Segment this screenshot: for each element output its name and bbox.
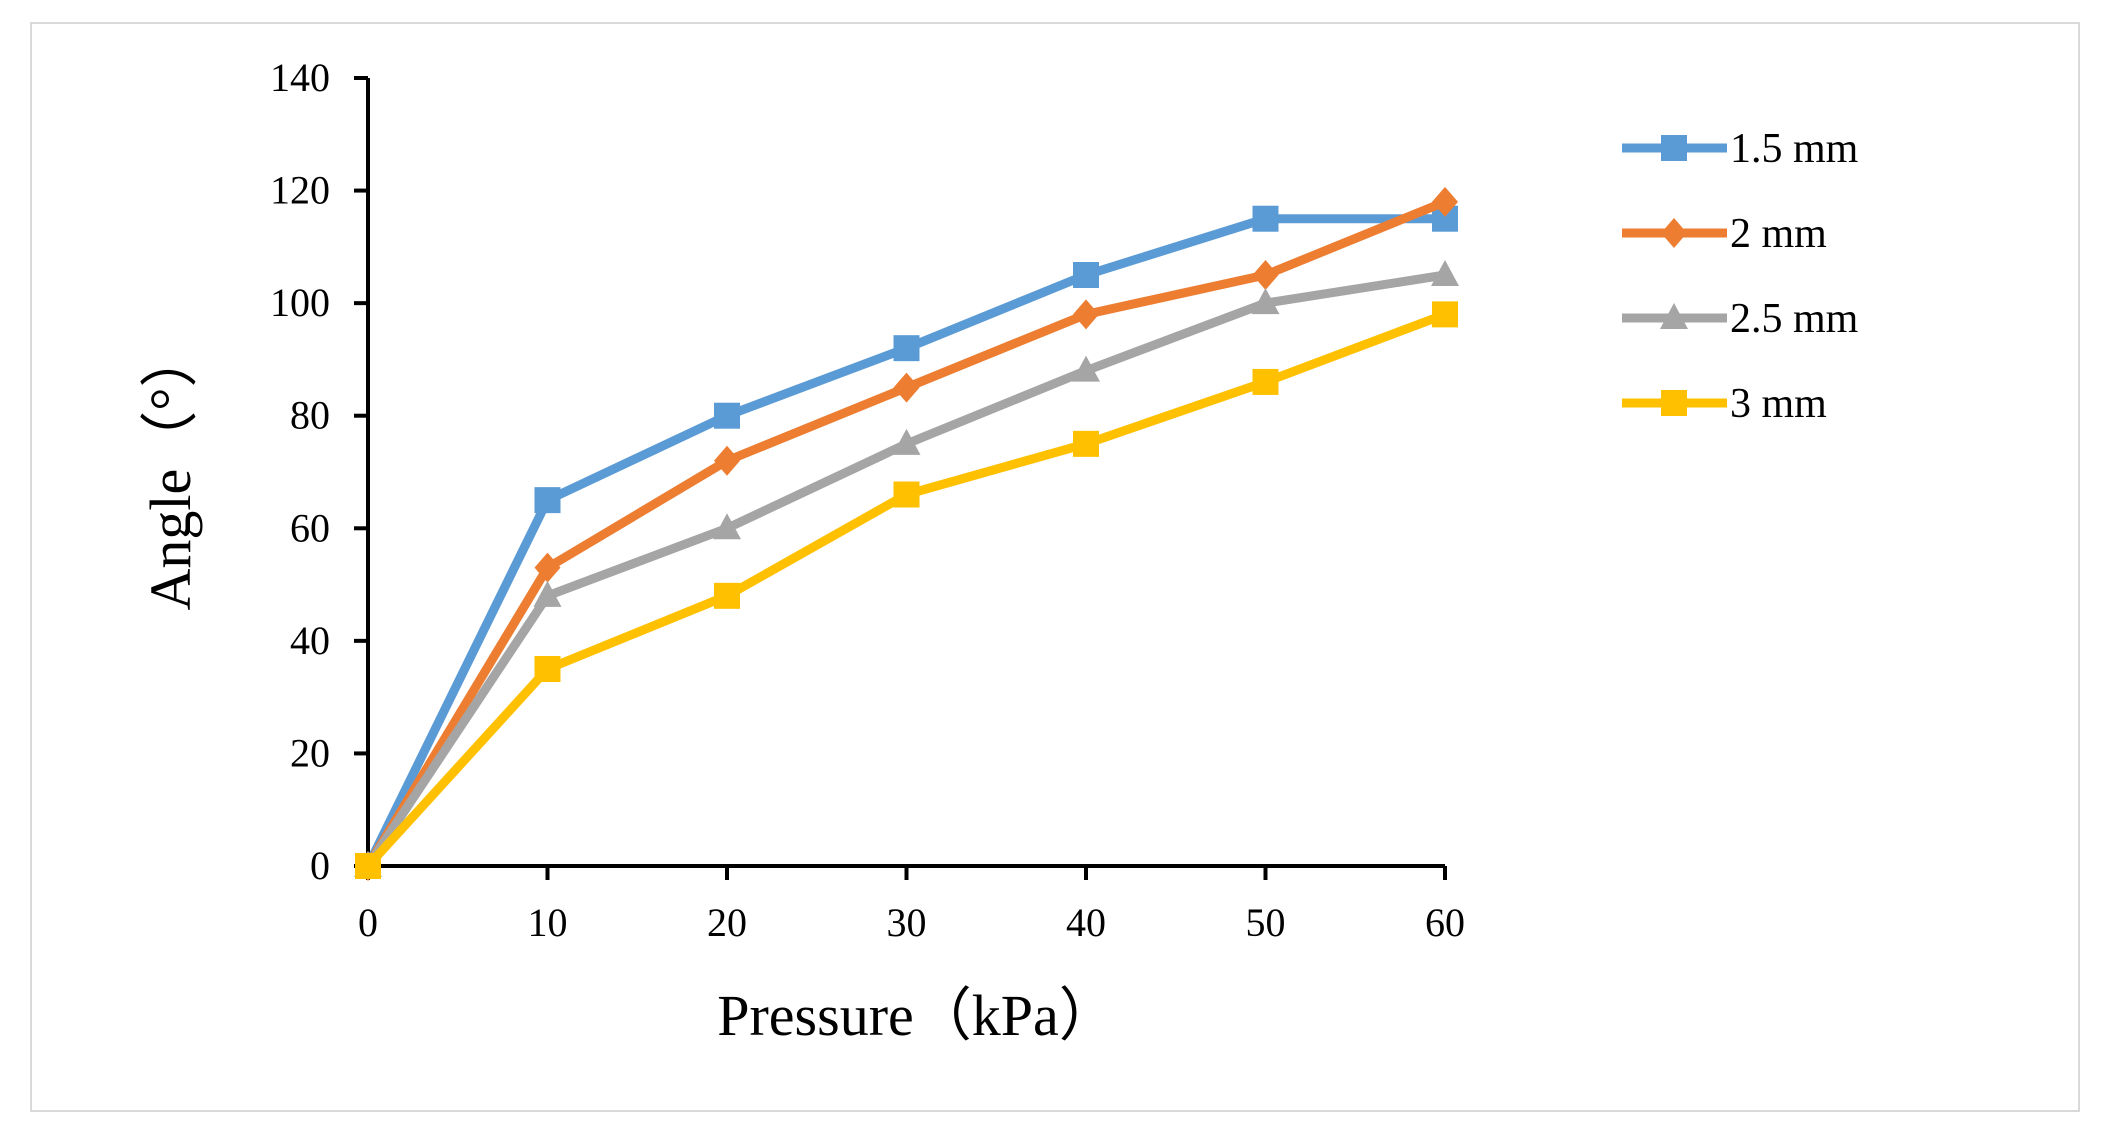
data-point — [1073, 262, 1099, 288]
x-tick-label: 10 — [528, 900, 568, 945]
data-point — [713, 513, 741, 540]
y-tick-label: 40 — [290, 618, 330, 663]
y-axis-title: Angle（°） — [138, 330, 203, 611]
data-point — [534, 552, 561, 583]
legend-marker — [1660, 303, 1688, 329]
legend-entry: 3 mm — [1622, 381, 1827, 427]
data-point — [1252, 368, 1279, 395]
data-point — [1432, 186, 1458, 217]
legend-label: 2 mm — [1730, 211, 1827, 257]
data-point — [893, 335, 920, 362]
data-point — [893, 481, 920, 508]
series-2-mm — [355, 186, 1458, 881]
data-point — [1251, 288, 1280, 315]
data-point — [892, 428, 921, 455]
x-tick-label: 40 — [1066, 900, 1106, 945]
legend: 1.5 mm 2 mm 2.5 mm 3 mm — [1622, 126, 1859, 427]
y-tick-label: 120 — [270, 168, 330, 213]
y-tick-label: 140 — [270, 55, 330, 100]
legend-entry: 1.5 mm — [1622, 126, 1859, 172]
data-point — [534, 487, 561, 514]
x-axis-title: Pressure（kPa） — [717, 983, 1117, 1048]
data-point — [714, 402, 740, 429]
series-3-mm — [355, 301, 1458, 879]
x-tick-label: 20 — [707, 900, 747, 945]
data-point — [355, 853, 381, 879]
y-tick-label: 100 — [270, 280, 330, 325]
series-1-5-mm — [355, 205, 1458, 879]
data-point — [1252, 260, 1279, 290]
y-tick-label: 20 — [290, 730, 330, 775]
series-line — [363, 270, 1450, 871]
y-tick-label: 60 — [290, 505, 330, 550]
series-layer — [354, 186, 1459, 881]
data-point — [1432, 301, 1458, 328]
y-tick-label: 80 — [290, 393, 330, 438]
legend-marker — [1661, 218, 1687, 248]
data-point — [1431, 260, 1459, 286]
x-tick-label: 50 — [1246, 900, 1286, 945]
data-point — [893, 372, 920, 403]
y-tick-label: 0 — [310, 843, 330, 888]
chart-frame — [30, 22, 2080, 1112]
data-point — [1073, 299, 1099, 330]
axes: 0 20 40 60 80 100 120 140 0 10 20 30 40 50 60 — [270, 55, 1465, 945]
x-tick-label: 30 — [887, 900, 927, 945]
data-point — [1072, 355, 1100, 382]
data-point — [534, 656, 561, 682]
legend-entry: 2.5 mm — [1622, 296, 1859, 342]
legend-marker — [1661, 135, 1687, 161]
legend-label: 2.5 mm — [1730, 296, 1859, 342]
legend-marker — [1661, 390, 1687, 416]
series-line — [363, 214, 1450, 871]
x-tick-label: 0 — [358, 900, 378, 945]
data-point — [714, 445, 740, 476]
legend-label: 1.5 mm — [1730, 126, 1859, 172]
data-point — [1252, 205, 1279, 232]
x-tick-label: 60 — [1425, 900, 1465, 945]
data-point — [533, 580, 562, 607]
data-point — [714, 582, 740, 609]
data-point — [1073, 430, 1099, 457]
legend-label: 3 mm — [1730, 381, 1827, 427]
legend-entry: 2 mm — [1622, 211, 1827, 257]
